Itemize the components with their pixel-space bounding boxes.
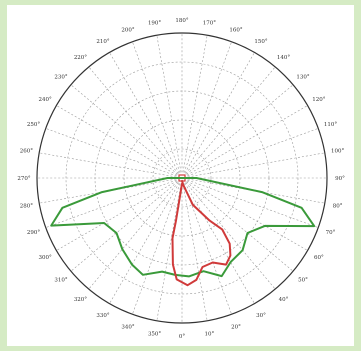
grid-spoke — [185, 182, 276, 290]
grid-spoke — [183, 41, 232, 173]
grid-spoke — [45, 128, 177, 177]
angle-tick-label: 60° — [314, 255, 324, 261]
angle-tick-label: 200° — [121, 28, 134, 34]
grid-spoke — [156, 35, 182, 173]
chart-plot-area: 0° 10° 20° 30° 40° 50° 60° 70° 80° 90° 100° 110° 120… — [7, 5, 354, 346]
grid-spoke — [132, 183, 181, 315]
grid-spoke — [185, 66, 276, 174]
grid-spoke — [88, 182, 179, 290]
angle-tick-label: 330° — [96, 313, 109, 319]
grid-spoke — [186, 105, 308, 176]
angle-tick-label: 320° — [74, 297, 87, 303]
grid-spoke — [56, 180, 178, 251]
angle-tick-label: 290° — [27, 230, 40, 236]
angle-tick-label: 300° — [39, 255, 52, 261]
angle-tick-label: 80° — [333, 203, 343, 209]
grid-ring — [65, 61, 299, 295]
grid-spoke — [186, 84, 294, 175]
angle-tick-label: 220° — [74, 55, 87, 61]
grid-spoke — [186, 180, 308, 251]
grid-spoke — [182, 183, 208, 321]
angle-tick-label: 190° — [148, 20, 161, 26]
angle-tick-label: 130° — [296, 74, 309, 80]
grid-spoke — [132, 41, 181, 173]
angle-tick-label: 270° — [17, 176, 30, 182]
angle-tick-label: 140° — [277, 55, 290, 61]
grid-spoke — [187, 152, 325, 178]
angle-tick-label: 260° — [20, 149, 33, 155]
grid-spoke — [45, 179, 177, 228]
angle-tick-label: 90° — [335, 176, 345, 182]
grid-spoke — [182, 35, 208, 173]
angle-tick-label: 210° — [96, 39, 109, 45]
grid-spoke — [187, 128, 319, 177]
angle-tick-label: 230° — [54, 74, 67, 80]
angle-tick-label: 10° — [205, 332, 215, 338]
angle-tick-label: 250° — [27, 122, 40, 128]
angle-tick-label: 160° — [229, 28, 242, 34]
series-line-1 — [50, 177, 316, 278]
grid-spoke — [56, 105, 178, 176]
angle-tick-label: 40° — [279, 297, 289, 303]
grid-ring — [36, 32, 328, 324]
series-line-2 — [171, 179, 232, 287]
grid-spoke — [184, 182, 255, 304]
angle-tick-label: 0° — [179, 334, 185, 340]
angle-tick-label: 110° — [324, 122, 337, 128]
grid-spoke — [39, 152, 177, 178]
angle-tick-label: 20° — [231, 324, 241, 330]
grid-spoke — [186, 181, 294, 272]
angle-tick-label: 50° — [298, 278, 308, 284]
grid-spoke — [187, 179, 319, 228]
grid-spoke — [109, 52, 180, 174]
angle-tick-label: 100° — [331, 149, 344, 155]
angle-tick-label: 180° — [175, 18, 188, 24]
grid-ring — [152, 148, 212, 208]
angle-tick-label: 70° — [326, 230, 336, 236]
angle-tick-label: 120° — [312, 97, 325, 103]
grid-spoke — [70, 181, 178, 272]
angle-tick-label: 170° — [203, 20, 216, 26]
angle-tick-label: 30° — [256, 313, 266, 319]
grid-spoke — [109, 182, 180, 304]
angle-tick-label: 280° — [20, 203, 33, 209]
angle-tick-label: 150° — [254, 39, 267, 45]
angle-tick-label: 310° — [54, 278, 67, 284]
grid-spoke — [156, 183, 182, 321]
polar-chart: 0° 10° 20° 30° 40° 50° 60° 70° 80° 90° 100° 110° 120… — [17, 18, 345, 340]
grid-spoke — [184, 52, 255, 174]
angle-tick-label: 340° — [121, 324, 134, 330]
angle-tick-label: 240° — [39, 97, 52, 103]
angle-tick-label: 350° — [148, 332, 161, 338]
grid-spoke — [70, 84, 178, 175]
grid-spoke — [183, 183, 232, 315]
grid-spoke — [88, 66, 179, 174]
